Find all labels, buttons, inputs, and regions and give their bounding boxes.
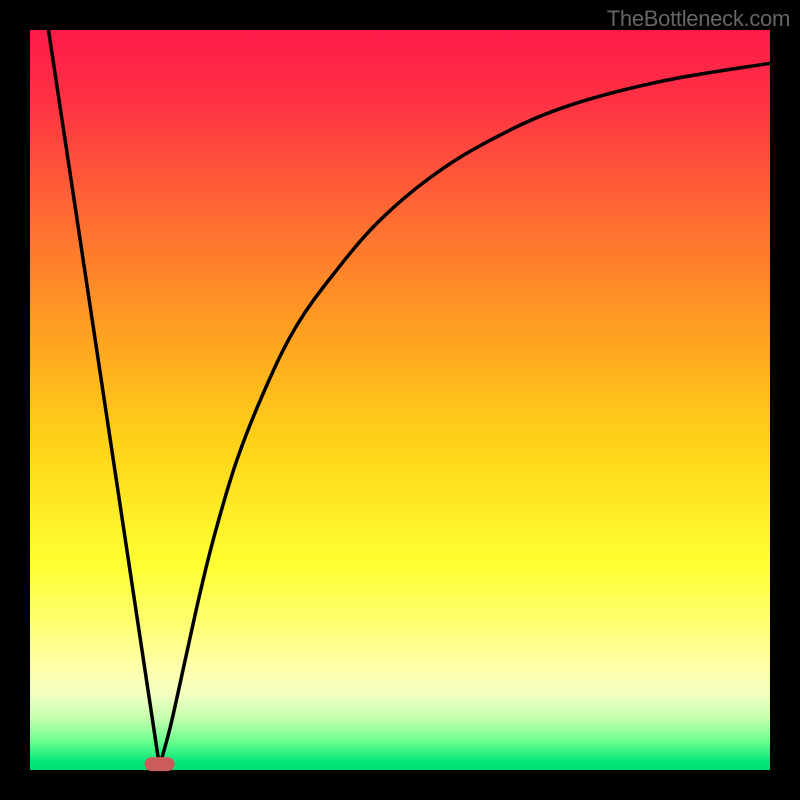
optimal-marker [145, 757, 175, 771]
chart-container: TheBottleneck.com [0, 0, 800, 800]
bottleneck-chart [0, 0, 800, 800]
plot-background [30, 30, 770, 770]
watermark-text: TheBottleneck.com [607, 6, 790, 32]
